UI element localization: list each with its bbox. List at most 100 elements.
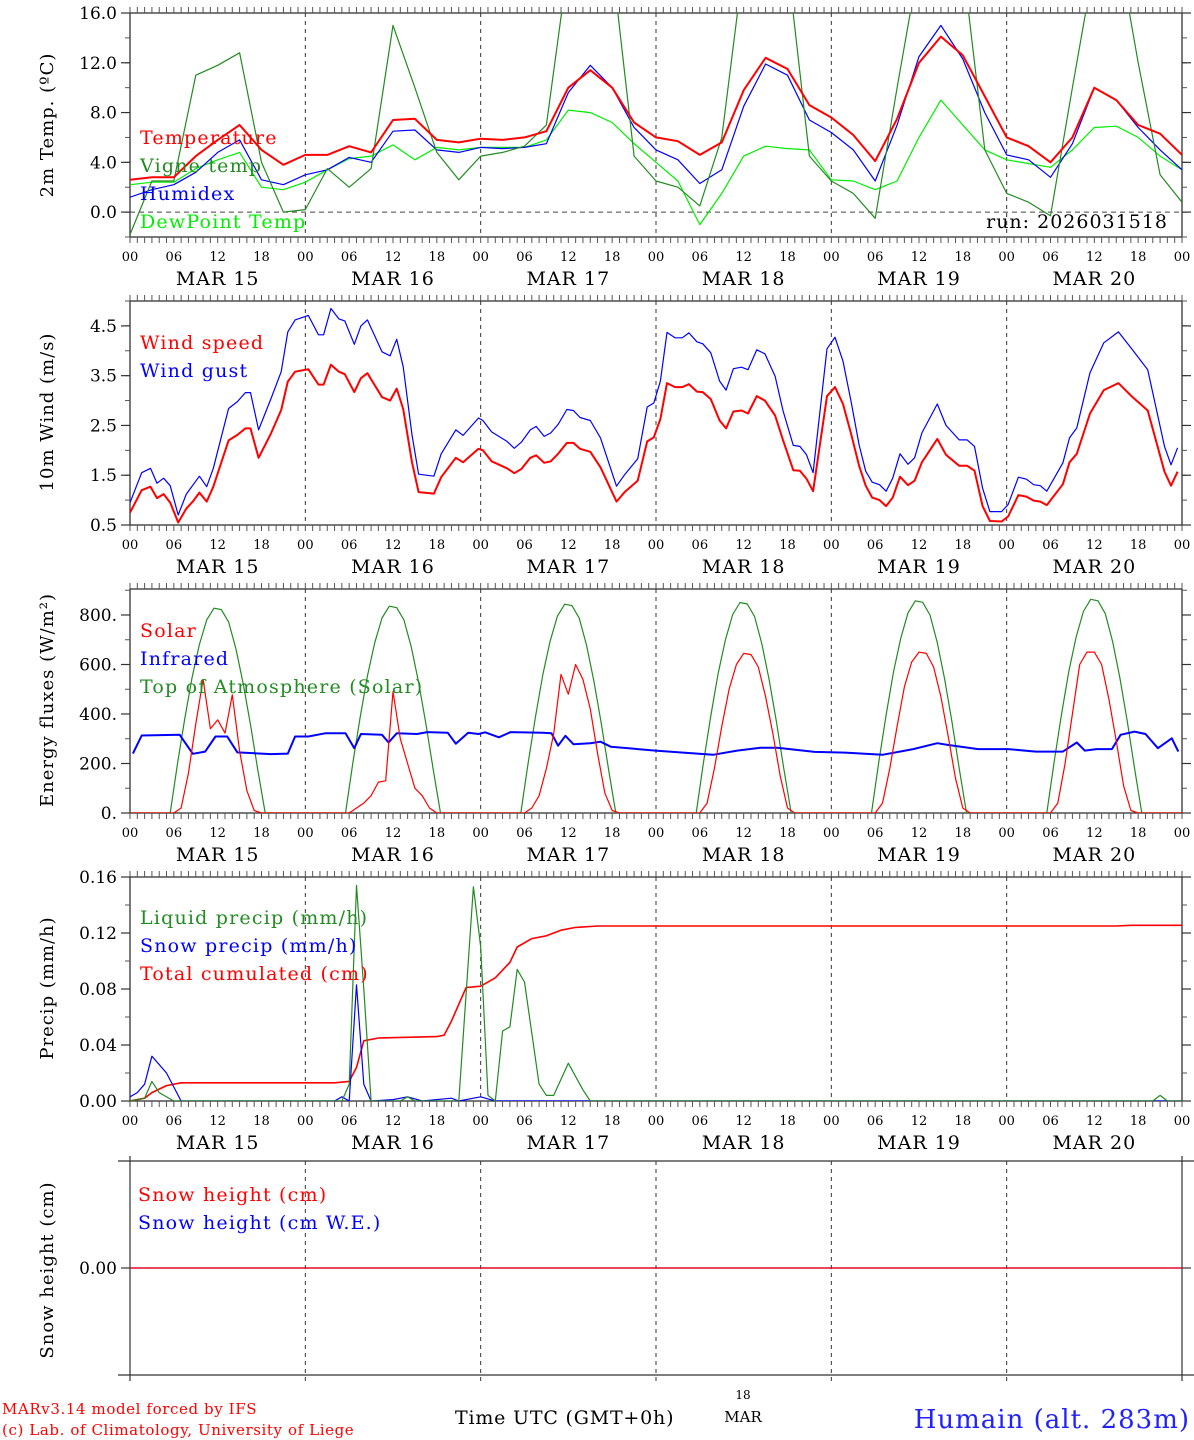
series-line-wind-speed	[130, 363, 1179, 524]
day-label: MAR 15	[176, 844, 260, 866]
day-label: MAR 16	[351, 1132, 435, 1154]
x-tick-label: 18	[604, 826, 621, 841]
y-tick-label: 0.04	[79, 1036, 117, 1056]
x-tick-label: 18	[1130, 1114, 1147, 1129]
x-tick-label: 06	[1042, 826, 1059, 841]
x-tick-label: 18	[253, 538, 270, 553]
x-tick-label: 12	[1086, 1114, 1103, 1129]
x-tick-label: 12	[209, 250, 226, 265]
x-tick-label: 18	[604, 1114, 621, 1129]
x-tick-label: 00	[1174, 1114, 1191, 1129]
x-tick-label: 12	[209, 826, 226, 841]
legend-entry: Snow height (cm W.E.)	[138, 1212, 382, 1234]
x-tick-label: 06	[166, 250, 183, 265]
x-tick-label: 00	[472, 250, 489, 265]
y-tick-label: 0.00	[79, 1092, 117, 1112]
day-label: MAR 18	[702, 1132, 786, 1154]
x-tick-label: 18	[604, 538, 621, 553]
panel-4: 0.00 0.04 0.08 0.12 0.16 Precip (mm/h) 00 06 12 1…	[37, 868, 1191, 1154]
x-tick-label: 00	[1174, 250, 1191, 265]
day-label: MAR 18	[702, 556, 786, 578]
x-tick-label: 06	[166, 826, 183, 841]
x-tick-label: 00	[122, 250, 139, 265]
series-line-liquid-precip-mm-h	[130, 884, 1182, 1101]
y-tick-label: 0.5	[90, 516, 117, 536]
x-tick-label: 00	[823, 538, 840, 553]
time-axis-label: Time UTC (GMT+0h)	[455, 1407, 674, 1429]
y-tick-label: 800.	[79, 606, 117, 626]
x-tick-label: 06	[341, 250, 358, 265]
x-tick-label: 12	[1086, 250, 1103, 265]
x-tick-label: 00	[823, 826, 840, 841]
day-label: MAR 19	[877, 844, 961, 866]
x-tick-label: 00	[297, 826, 314, 841]
x-tick-label: 12	[209, 538, 226, 553]
x-tick-label: 12	[385, 1114, 402, 1129]
x-tick-label: 06	[867, 250, 884, 265]
series-line-vigne-temp	[130, 13, 1182, 235]
x-tick-label: 06	[166, 538, 183, 553]
legend-entry: Liquid precip (mm/h)	[140, 907, 368, 929]
x-tick-label: 12	[560, 1114, 577, 1129]
x-tick-label: 00	[648, 826, 665, 841]
x-tick-label: 18	[253, 826, 270, 841]
day-label: MAR 20	[1052, 556, 1136, 578]
legend-entry: Solar	[140, 620, 197, 642]
x-tick-label: 06	[692, 826, 709, 841]
x-tick-label: 00	[297, 250, 314, 265]
legend-entry: Infrared	[140, 648, 229, 670]
day-label: MAR 17	[526, 1132, 610, 1154]
x-tick-label: 00	[472, 538, 489, 553]
x-tick-label: 00	[998, 826, 1015, 841]
series-line-wind-gust	[130, 307, 1179, 516]
x-tick-label: 06	[341, 1114, 358, 1129]
x-tick-label: 18	[604, 250, 621, 265]
y-axis-label: 2m Temp. (ºC)	[37, 53, 58, 198]
x-tick-label: 06	[516, 538, 533, 553]
y-tick-label: 1.5	[90, 466, 117, 486]
center-month-label: MAR	[724, 1408, 762, 1426]
y-axis-label: Snow height (cm)	[37, 1181, 58, 1358]
y-tick-label: 12.0	[79, 54, 117, 74]
x-tick-label: 12	[209, 1114, 226, 1129]
model-credit: MARv3.14 model forced by IFS	[2, 1400, 257, 1418]
x-tick-label: 00	[122, 1114, 139, 1129]
x-tick-label: 06	[1042, 1114, 1059, 1129]
x-tick-label: 12	[560, 826, 577, 841]
day-label: MAR 19	[877, 268, 961, 290]
y-tick-label: 0.16	[79, 868, 117, 888]
y-tick-label: 0.08	[79, 980, 117, 1000]
x-tick-label: 06	[516, 250, 533, 265]
y-tick-label: 0.00	[79, 1259, 117, 1279]
day-label: MAR 17	[526, 556, 610, 578]
x-tick-label: 00	[648, 538, 665, 553]
panel-3: 0. 200. 400. 600. 800. Energy fluxes (W/m²) 00…	[37, 583, 1191, 866]
day-label: MAR 20	[1052, 268, 1136, 290]
legend-entry: Wind speed	[140, 332, 264, 354]
x-tick-label: 00	[648, 250, 665, 265]
x-tick-label: 18	[1130, 250, 1147, 265]
day-label: MAR 20	[1052, 844, 1136, 866]
y-tick-label: 16.0	[79, 4, 117, 24]
x-tick-label: 12	[735, 250, 752, 265]
y-tick-label: 400.	[79, 705, 117, 725]
day-label: MAR 15	[176, 1132, 260, 1154]
x-tick-label: 06	[692, 1114, 709, 1129]
day-label: MAR 19	[877, 556, 961, 578]
x-tick-label: 12	[1086, 826, 1103, 841]
x-tick-label: 18	[1130, 538, 1147, 553]
legend-entry: Temperature	[140, 127, 278, 149]
x-tick-label: 06	[166, 1114, 183, 1129]
x-tick-label: 06	[692, 250, 709, 265]
x-tick-label: 00	[648, 1114, 665, 1129]
x-tick-label: 06	[867, 826, 884, 841]
x-tick-label: 12	[911, 826, 928, 841]
x-tick-label: 00	[122, 826, 139, 841]
x-tick-label: 12	[385, 538, 402, 553]
day-label: MAR 19	[877, 1132, 961, 1154]
x-tick-label: 00	[998, 538, 1015, 553]
x-tick-label: 00	[823, 250, 840, 265]
x-tick-label: 12	[385, 826, 402, 841]
x-tick-label: 12	[385, 250, 402, 265]
panel-5: 0.00 Snow height (cm) Snow height (cm) Snow…	[37, 1156, 1194, 1381]
